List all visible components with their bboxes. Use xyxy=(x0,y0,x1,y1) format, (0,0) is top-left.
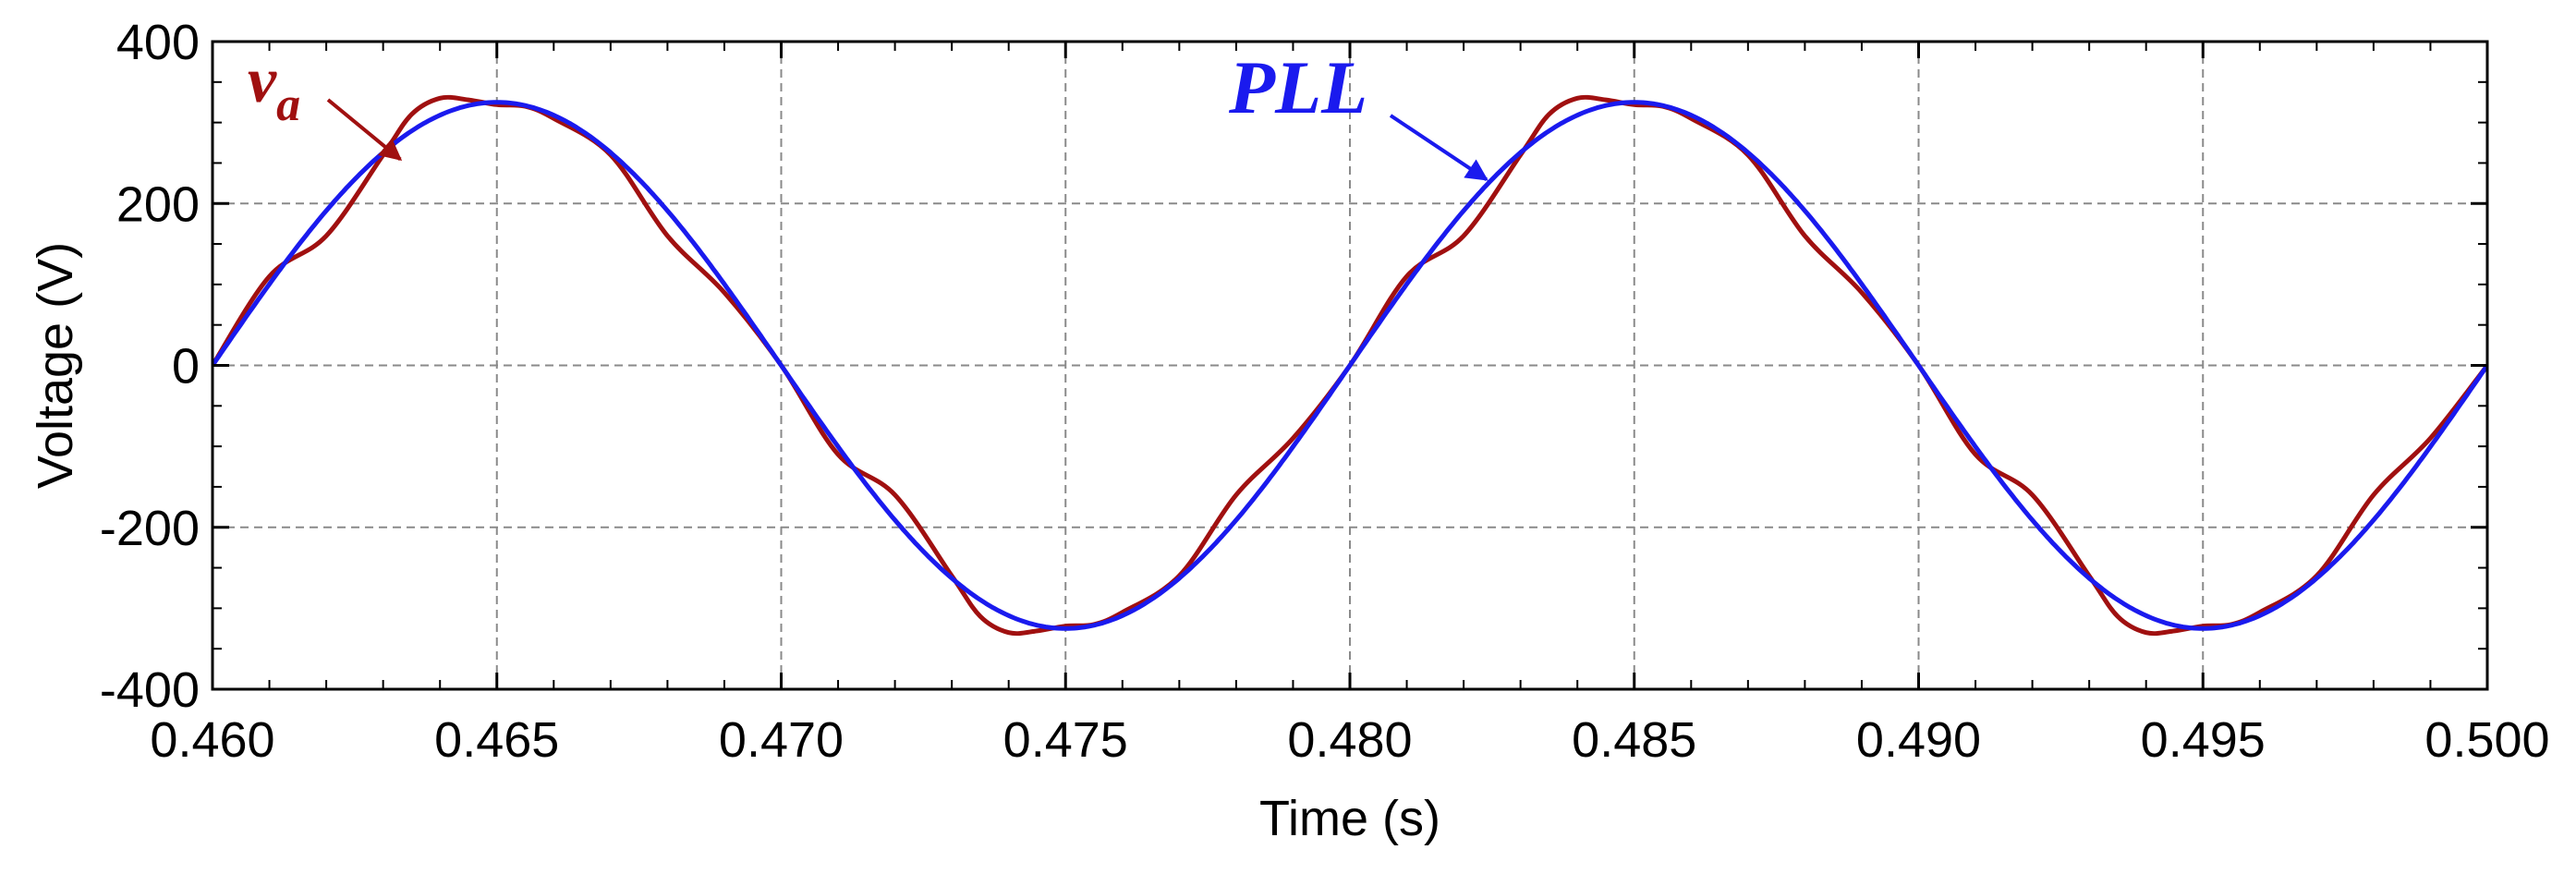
annotation-label-va: va xyxy=(248,45,300,131)
annotation-text: v xyxy=(248,45,277,116)
x-tick-label: 0.480 xyxy=(1287,712,1412,768)
annotations: va PLL xyxy=(248,45,1488,182)
x-tick-label: 0.490 xyxy=(1856,712,1981,768)
tick-marks xyxy=(211,40,2489,691)
y-tick-label: -400 xyxy=(100,662,200,718)
annotation-subscript: a xyxy=(276,79,300,131)
x-tick-label: 0.470 xyxy=(719,712,844,768)
annotation-arrow-va xyxy=(326,98,403,161)
annotation-label-pll: PLL xyxy=(1228,45,1367,129)
series-line-pll xyxy=(213,100,2487,631)
x-axis-title: Time (s) xyxy=(1259,791,1440,846)
annotation-arrow-pll xyxy=(1389,114,1488,182)
x-tick-label: 0.475 xyxy=(1003,712,1128,768)
x-tick-label: 0.460 xyxy=(150,712,274,768)
annotation-text: PLL xyxy=(1228,45,1367,129)
x-tick-label: 0.495 xyxy=(2141,712,2266,768)
x-tick-label: 0.500 xyxy=(2424,712,2549,768)
y-tick-label: -200 xyxy=(100,501,200,556)
x-tick-label: 0.465 xyxy=(434,712,559,768)
x-tick-label: 0.485 xyxy=(1572,712,1696,768)
y-tick-label: 400 xyxy=(116,15,200,70)
y-tick-label: 0 xyxy=(172,339,200,394)
y-axis-title: Voltage (V) xyxy=(28,242,83,489)
series-layer xyxy=(213,94,2487,637)
tick-labels: 0.460 0.465 0.470 0.475 0.480 0.485 0.490 0.495… xyxy=(100,15,2550,768)
y-tick-label: 200 xyxy=(116,176,200,232)
